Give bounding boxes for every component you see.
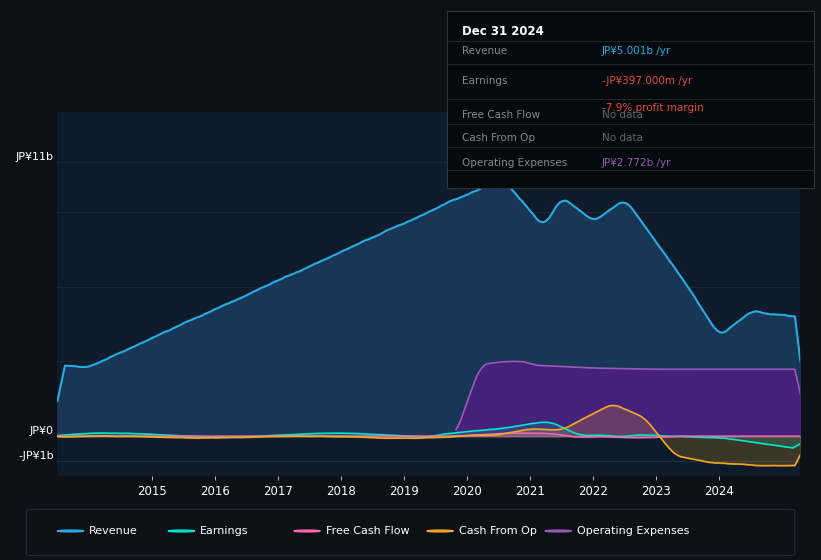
Circle shape <box>57 530 84 532</box>
Text: -JP¥1b: -JP¥1b <box>18 451 53 461</box>
Text: Free Cash Flow: Free Cash Flow <box>462 110 540 120</box>
Circle shape <box>427 530 453 532</box>
Text: No data: No data <box>602 110 643 120</box>
Text: -JP¥397.000m /yr: -JP¥397.000m /yr <box>602 77 692 86</box>
Text: Dec 31 2024: Dec 31 2024 <box>462 25 544 38</box>
Text: Revenue: Revenue <box>89 526 138 536</box>
Text: JP¥0: JP¥0 <box>30 426 53 436</box>
Text: No data: No data <box>602 133 643 143</box>
Text: Operating Expenses: Operating Expenses <box>576 526 689 536</box>
Circle shape <box>168 530 195 532</box>
Text: Cash From Op: Cash From Op <box>462 133 535 143</box>
Text: Operating Expenses: Operating Expenses <box>462 157 567 167</box>
Text: Revenue: Revenue <box>462 46 507 57</box>
Text: -7.9% profit margin: -7.9% profit margin <box>602 103 704 113</box>
Circle shape <box>545 530 571 532</box>
Text: Free Cash Flow: Free Cash Flow <box>325 526 409 536</box>
FancyBboxPatch shape <box>26 510 795 556</box>
Text: Earnings: Earnings <box>462 77 507 86</box>
Text: JP¥5.001b /yr: JP¥5.001b /yr <box>602 46 671 57</box>
Text: JP¥2.772b /yr: JP¥2.772b /yr <box>602 157 671 167</box>
Circle shape <box>294 530 320 532</box>
Text: Earnings: Earnings <box>200 526 249 536</box>
Text: Cash From Op: Cash From Op <box>459 526 536 536</box>
Text: JP¥11b: JP¥11b <box>16 152 53 162</box>
